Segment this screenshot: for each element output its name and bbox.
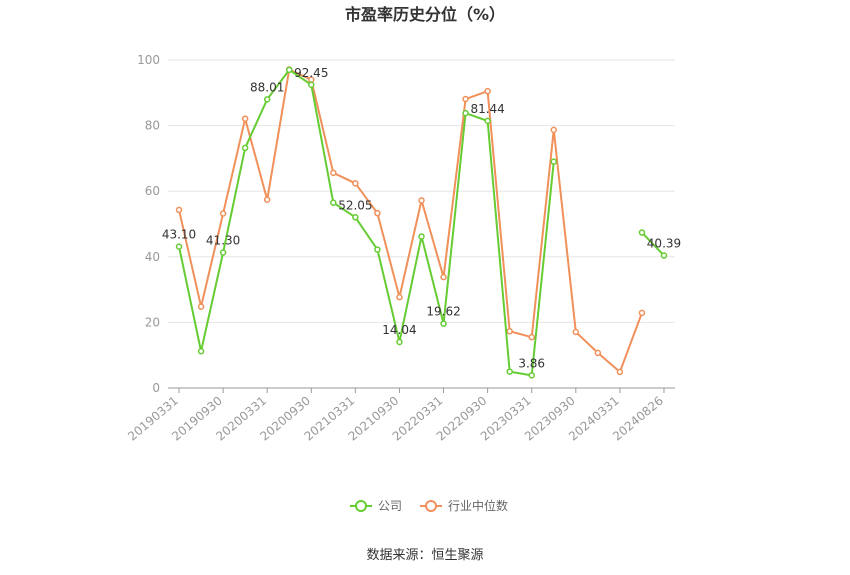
source-note: 数据来源：恒生聚源	[366, 548, 483, 563]
legend-marker	[425, 500, 437, 512]
data-label: 43.10	[162, 228, 196, 242]
data-point[interactable]	[285, 66, 293, 74]
series-line	[178, 68, 643, 373]
data-point[interactable]	[263, 96, 271, 103]
legend-label: 行业中位数	[448, 498, 508, 513]
y-tick-label: 40	[145, 250, 160, 264]
data-point[interactable]	[616, 368, 624, 376]
data-point[interactable]	[550, 126, 558, 134]
data-point[interactable]	[418, 197, 425, 204]
data-point[interactable]	[263, 196, 271, 203]
data-point[interactable]	[374, 246, 381, 253]
series-0	[175, 66, 668, 379]
data-point[interactable]	[418, 233, 425, 240]
y-axis-ticks: 0 20 40 60 80 100	[137, 53, 160, 395]
data-point[interactable]	[660, 252, 668, 259]
series-1	[175, 66, 646, 376]
series-line	[641, 231, 665, 257]
data-point[interactable]	[396, 338, 403, 346]
legend-label: 公司	[378, 499, 402, 513]
data-point[interactable]	[550, 158, 558, 165]
series-lines	[175, 66, 668, 379]
data-point[interactable]	[197, 303, 205, 310]
data-point[interactable]	[462, 95, 469, 103]
data-label: 19.62	[426, 305, 460, 319]
data-point[interactable]	[330, 199, 337, 206]
data-point[interactable]	[175, 206, 183, 214]
data-label: 3.86	[518, 356, 545, 370]
data-label: 52.05	[338, 198, 372, 212]
data-point[interactable]	[374, 209, 381, 217]
data-point[interactable]	[572, 328, 580, 336]
data-point[interactable]	[352, 214, 359, 221]
data-point[interactable]	[440, 320, 447, 327]
legend-item[interactable]: 行业中位数	[420, 498, 508, 513]
data-label: 14.04	[382, 323, 416, 337]
series-line	[178, 68, 555, 377]
data-label: 40.39	[647, 237, 681, 251]
y-tick-label: 0	[152, 381, 160, 395]
data-point[interactable]	[638, 309, 646, 317]
x-axis: 2019033120190930202003312020093020210331…	[125, 387, 675, 444]
data-label: 81.44	[470, 102, 504, 116]
data-point[interactable]	[506, 328, 513, 335]
data-point[interactable]	[308, 81, 315, 89]
data-point[interactable]	[462, 109, 469, 117]
data-point[interactable]	[506, 368, 513, 375]
chart-title: 市盈率历史分位（%）	[345, 5, 505, 24]
data-point[interactable]	[396, 293, 403, 301]
grid-lines	[168, 59, 675, 323]
data-point[interactable]	[528, 333, 535, 341]
data-point[interactable]	[638, 229, 646, 236]
data-point[interactable]	[330, 169, 337, 177]
data-point[interactable]	[484, 117, 491, 125]
y-tick-label: 80	[145, 119, 160, 133]
data-point[interactable]	[219, 210, 227, 217]
data-point[interactable]	[175, 243, 183, 250]
data-point[interactable]	[594, 349, 602, 357]
data-point[interactable]	[528, 372, 535, 379]
legend-item[interactable]: 公司	[350, 499, 402, 513]
data-labels: 43.10 41.30 88.01 92.45 52.05 14.04 19.62 81.44…	[162, 66, 681, 371]
legend-marker	[355, 500, 367, 512]
data-label: 41.30	[206, 234, 240, 248]
data-label: 88.01	[250, 80, 284, 94]
y-tick-label: 20	[145, 315, 160, 329]
data-point[interactable]	[197, 348, 205, 355]
y-tick-label: 100	[137, 53, 160, 67]
data-point[interactable]	[352, 180, 359, 187]
data-label: 92.45	[294, 66, 328, 80]
y-tick-label: 60	[145, 184, 160, 198]
data-point[interactable]	[241, 144, 249, 152]
data-point[interactable]	[241, 115, 249, 122]
data-point[interactable]	[484, 87, 491, 95]
data-point[interactable]	[440, 273, 447, 281]
data-point[interactable]	[219, 249, 227, 256]
legend[interactable]: 公司 行业中位数	[350, 498, 508, 513]
